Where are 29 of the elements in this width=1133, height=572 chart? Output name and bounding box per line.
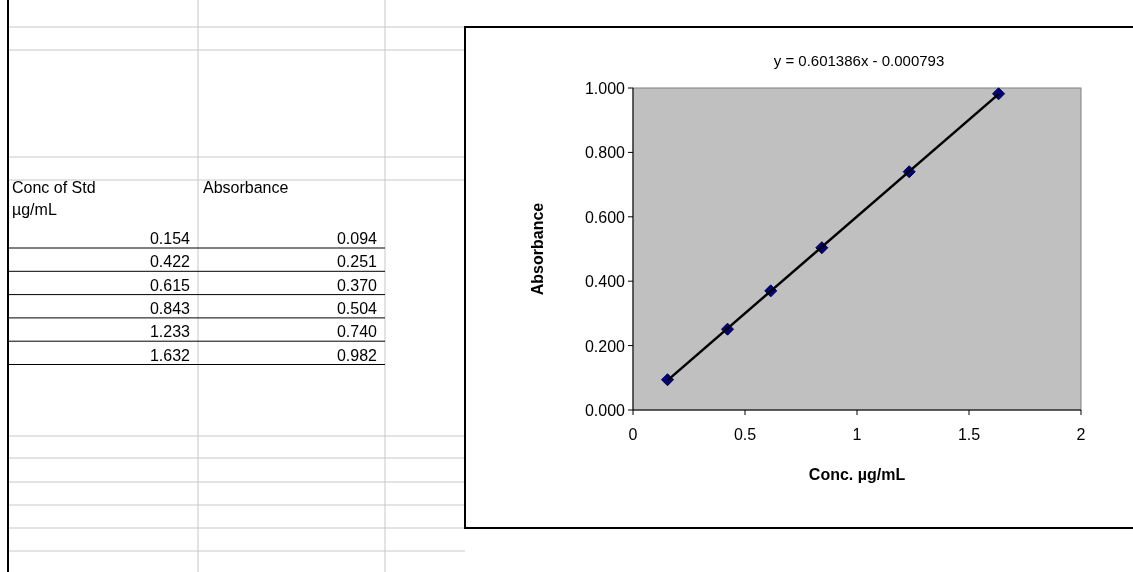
text: 0.615 [149,276,191,294]
y-tick-label: 0.200 [584,337,626,355]
text: 0.982 [336,346,378,364]
text: 0.504 [336,299,378,317]
y-tick-label: 0.400 [584,273,626,291]
x-tick-label: 1 [852,426,862,443]
text: 0.154 [149,230,191,247]
y-axis-title: Absorbance [529,202,546,296]
text: 0.422 [149,253,191,271]
y-tick-label: 0.000 [584,402,626,419]
text: 1.233 [149,323,191,341]
text: Absorbance [203,179,289,196]
text: 0.740 [336,323,378,341]
x-axis-title: Conc. µg/mL [808,466,906,483]
x-tick-label: 0 [628,426,638,443]
text: 0.843 [149,299,191,317]
x-tick-label: 1.5 [957,426,981,443]
x-tick-label: 0.5 [733,426,757,443]
text: 0.251 [336,253,378,271]
y-tick-label: 0.800 [584,144,626,162]
text: 1.632 [149,346,191,364]
y-tick-label: 0.600 [584,208,626,226]
text: µg/mL [12,201,57,218]
text: y = 0.601386x - 0.000793 [773,52,945,69]
text: 0.094 [336,230,378,247]
x-tick-label: 2 [1076,426,1086,443]
y-tick-label: 1.000 [584,80,626,97]
text: 0.370 [336,276,378,294]
text: Conc of Std [12,179,96,196]
